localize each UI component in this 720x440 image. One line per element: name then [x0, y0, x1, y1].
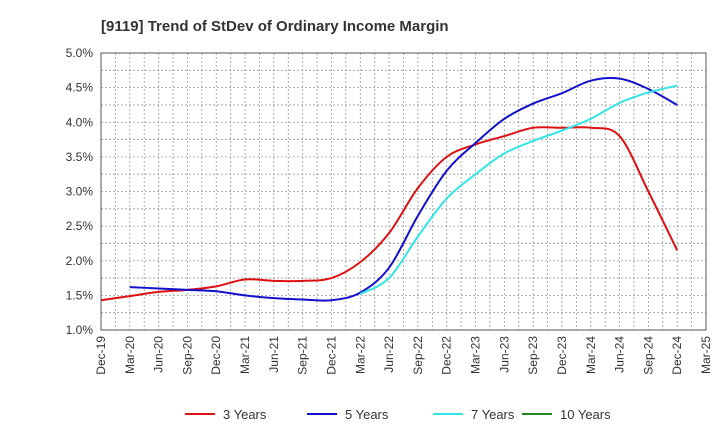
series-line-3-years: [100, 126, 679, 302]
x-tick-label: Mar-23: [469, 336, 483, 374]
x-tick-label: Dec-24: [670, 336, 684, 375]
x-tick-label: Jun-20: [152, 336, 166, 373]
x-tick-label: Jun-24: [613, 336, 627, 373]
x-tick-label: Sep-24: [641, 336, 655, 375]
series-line-5-years: [129, 77, 678, 302]
x-axis: Dec-19 Mar-20 Jun-20 Sep-20 Dec-20 Mar-21 Jun-…: [94, 336, 713, 375]
x-tick-label: Mar-20: [123, 336, 137, 374]
chart-title: [9119] Trend of StDev of Ordinary Income…: [101, 18, 449, 35]
legend-label-10-years: 10 Years: [560, 407, 611, 422]
y-tick-label: 2.0%: [66, 254, 94, 268]
plot-area: [100, 52, 707, 331]
plot-border: [100, 52, 707, 331]
legend: 3 Years 5 Years 7 Years 10 Years: [185, 407, 611, 422]
x-tick-label: Mar-22: [353, 336, 367, 374]
x-tick-label: Dec-22: [440, 336, 454, 375]
x-tick-label: Dec-21: [324, 336, 338, 375]
y-tick-label: 4.0%: [66, 115, 94, 129]
y-tick-label: 5.0%: [66, 46, 94, 60]
x-tick-label: Sep-21: [296, 336, 310, 375]
y-axis: 1.0% 1.5% 2.0% 2.5% 3.0% 3.5% 4.0% 4.5% 5.0%: [66, 46, 94, 337]
legend-label-7-years: 7 Years: [471, 407, 515, 422]
x-tick-label: Jun-22: [382, 336, 396, 373]
y-tick-label: 4.5%: [66, 81, 94, 95]
x-tick-label: Jun-23: [497, 336, 511, 373]
y-tick-label: 3.0%: [66, 185, 94, 199]
x-tick-label: Jun-21: [267, 336, 281, 373]
x-tick-label: Dec-20: [209, 336, 223, 375]
y-tick-label: 1.5%: [66, 288, 94, 302]
y-tick-label: 3.5%: [66, 150, 94, 164]
series-line-7-years: [359, 84, 678, 295]
y-tick-label: 2.5%: [66, 219, 94, 233]
x-tick-label: Mar-25: [699, 336, 713, 374]
series-group: [100, 77, 679, 302]
x-tick-label: Mar-21: [238, 336, 252, 374]
x-tick-label: Dec-19: [94, 336, 108, 375]
x-tick-label: Sep-23: [526, 336, 540, 375]
x-tick-label: Sep-20: [180, 336, 194, 375]
x-tick-label: Sep-22: [411, 336, 425, 375]
x-tick-label: Mar-24: [584, 336, 598, 374]
legend-label-3-years: 3 Years: [223, 407, 267, 422]
legend-label-5-years: 5 Years: [345, 407, 389, 422]
x-tick-label: Dec-23: [555, 336, 569, 375]
y-tick-label: 1.0%: [66, 323, 94, 337]
